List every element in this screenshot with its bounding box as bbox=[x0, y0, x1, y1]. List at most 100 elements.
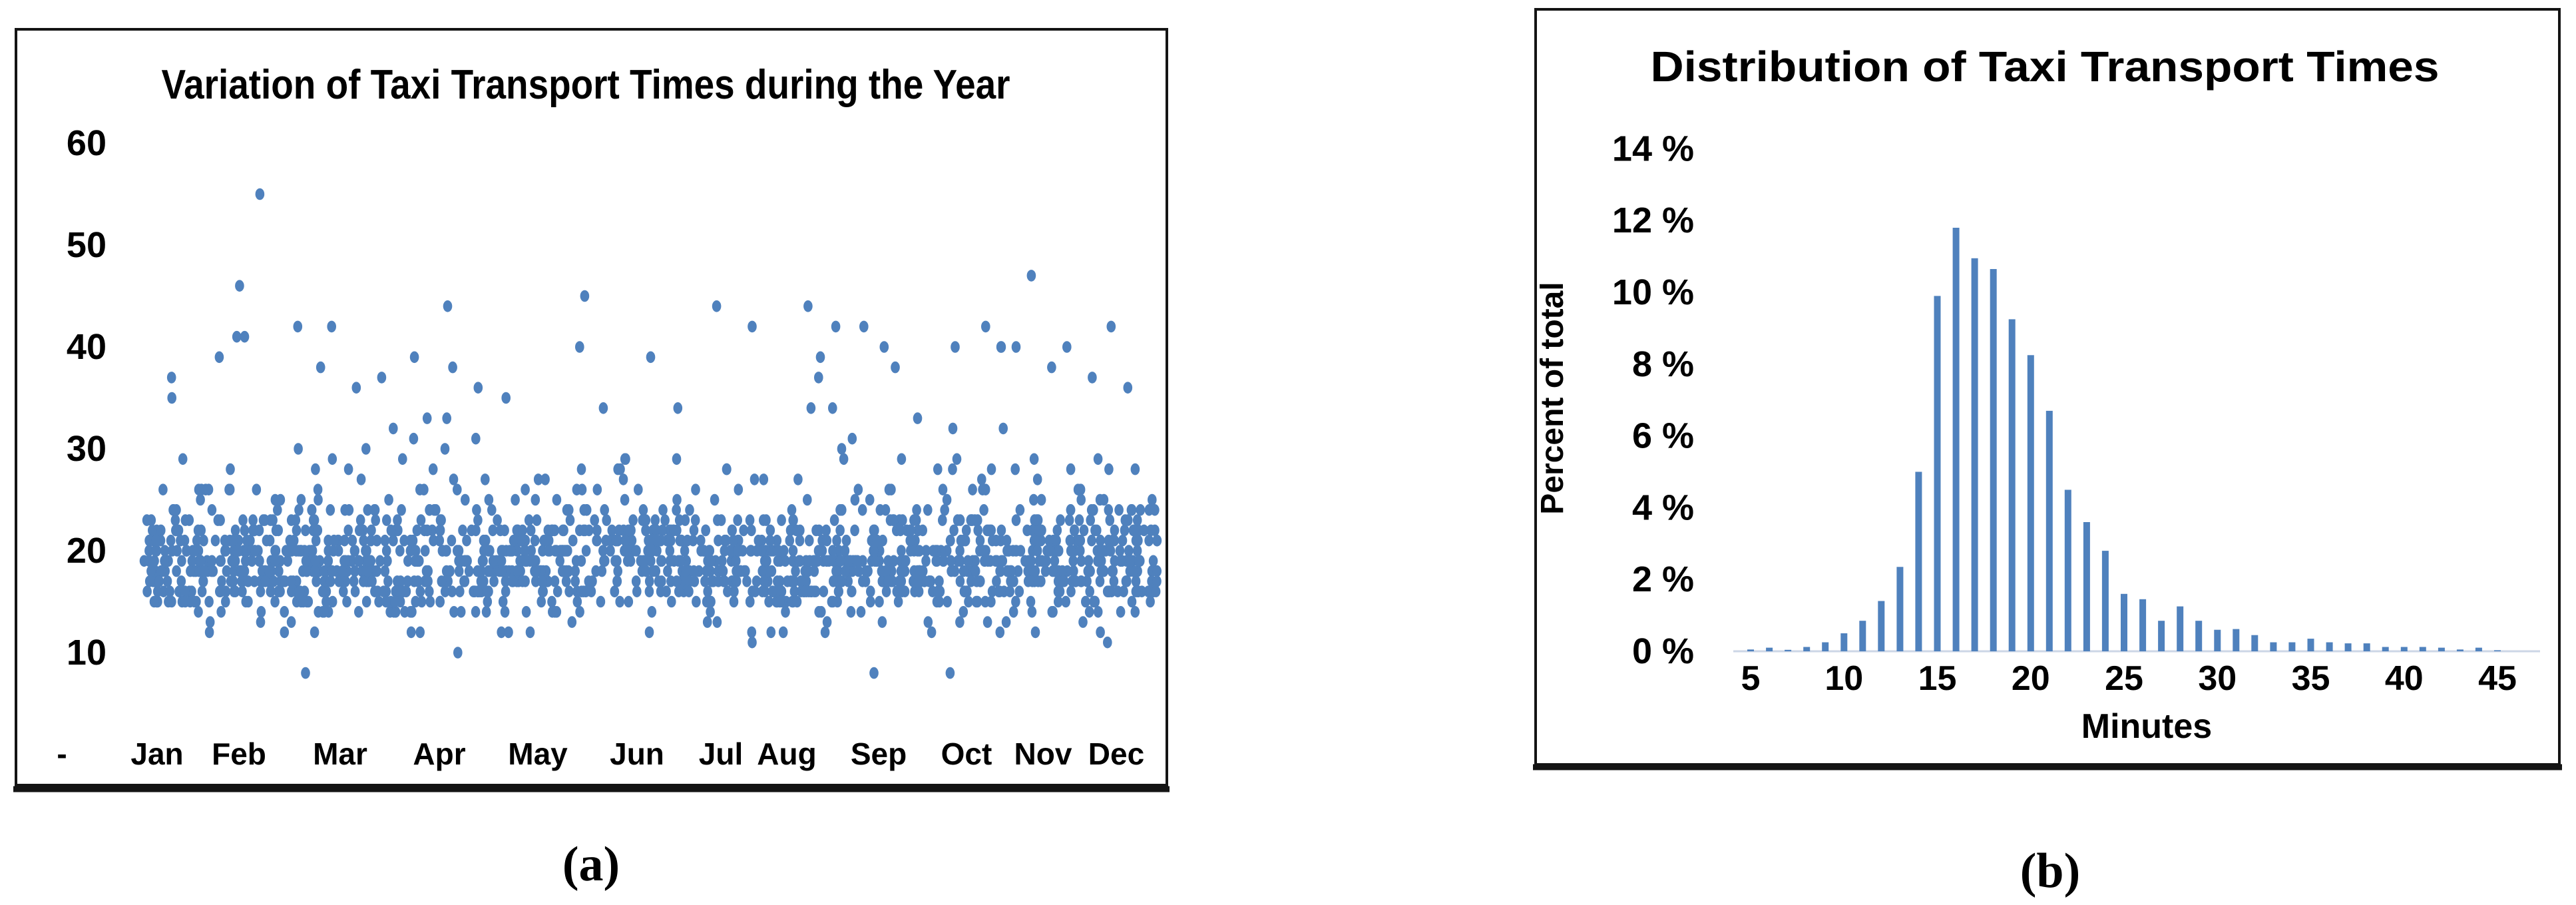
scatter-point bbox=[938, 483, 948, 495]
scatter-point bbox=[473, 514, 483, 526]
scatter-point bbox=[837, 443, 847, 455]
scatter-x-tick-label: Nov bbox=[1014, 737, 1072, 771]
scatter-point bbox=[1086, 565, 1095, 577]
scatter-point bbox=[887, 483, 896, 495]
scatter-point bbox=[891, 361, 900, 374]
scatter-point bbox=[746, 545, 755, 557]
scatter-point bbox=[970, 514, 980, 526]
scatter-point bbox=[828, 595, 838, 608]
scatter-point bbox=[1076, 545, 1085, 557]
scatter-point bbox=[488, 555, 498, 567]
scatter-point bbox=[614, 524, 624, 537]
scatter-point bbox=[229, 585, 239, 597]
scatter-point bbox=[555, 555, 564, 567]
scatter-point bbox=[398, 453, 407, 465]
scatter-point bbox=[794, 555, 804, 567]
scatter-point bbox=[897, 453, 907, 465]
scatter-point bbox=[174, 524, 184, 537]
histogram-bar bbox=[2494, 650, 2501, 651]
scatter-point bbox=[1148, 493, 1157, 506]
scatter-point bbox=[982, 616, 992, 628]
scatter-point bbox=[180, 595, 190, 608]
scatter-point bbox=[869, 667, 879, 679]
scatter-point bbox=[1131, 585, 1141, 597]
scatter-point bbox=[225, 483, 235, 495]
scatter-point bbox=[666, 534, 676, 547]
scatter-point bbox=[1088, 372, 1097, 384]
scatter-point bbox=[214, 351, 224, 364]
scatter-point bbox=[1069, 565, 1078, 577]
scatter-point bbox=[676, 555, 686, 567]
scatter-point bbox=[650, 514, 660, 526]
scatter-point bbox=[1103, 636, 1112, 649]
histogram-bar bbox=[2400, 647, 2408, 651]
scatter-point bbox=[205, 616, 215, 628]
scatter-point bbox=[325, 575, 335, 587]
scatter-point bbox=[732, 575, 742, 587]
histogram-bar bbox=[2158, 621, 2165, 651]
scatter-point bbox=[624, 595, 634, 608]
scatter-title: Variation of Taxi Transport Times during… bbox=[162, 62, 1010, 108]
scatter-point bbox=[723, 585, 732, 597]
scatter-point bbox=[1093, 453, 1103, 465]
scatter-point bbox=[190, 545, 200, 557]
scatter-point bbox=[1124, 545, 1134, 557]
scatter-point bbox=[612, 575, 622, 587]
scatter-point bbox=[1045, 545, 1054, 557]
scatter-point bbox=[835, 575, 845, 587]
scatter-point bbox=[704, 545, 714, 557]
scatter-point bbox=[938, 514, 947, 526]
scatter-point bbox=[611, 534, 621, 547]
histogram-bar bbox=[2214, 629, 2221, 651]
scatter-point bbox=[1027, 606, 1037, 618]
scatter-point bbox=[1065, 534, 1075, 547]
scatter-point bbox=[1130, 606, 1140, 618]
scatter-point bbox=[1085, 585, 1094, 597]
scatter-x-tick-label: Jul bbox=[699, 737, 743, 771]
scatter-point bbox=[192, 595, 201, 608]
scatter-point bbox=[262, 534, 272, 547]
scatter-point bbox=[785, 534, 795, 547]
scatter-point bbox=[482, 585, 492, 597]
scatter-point bbox=[552, 585, 562, 597]
scatter-point bbox=[888, 514, 898, 526]
scatter-point bbox=[215, 585, 224, 597]
scatter-point bbox=[960, 585, 969, 597]
scatter-point bbox=[785, 524, 795, 537]
scatter-point bbox=[270, 595, 280, 608]
scatter-point bbox=[1084, 606, 1094, 618]
scatter-point bbox=[334, 575, 344, 587]
scatter-point bbox=[712, 616, 722, 628]
scatter-point bbox=[747, 524, 756, 537]
scatter-point bbox=[584, 575, 594, 587]
scatter-point bbox=[759, 575, 769, 587]
scatter-point bbox=[865, 595, 875, 608]
scatter-point bbox=[443, 300, 453, 312]
scatter-point bbox=[1066, 504, 1076, 516]
scatter-point bbox=[250, 575, 260, 587]
scatter-point bbox=[270, 545, 280, 557]
scatter-point bbox=[620, 534, 630, 547]
scatter-point bbox=[788, 514, 797, 526]
scatter-point bbox=[1126, 504, 1136, 516]
scatter-point bbox=[464, 565, 474, 577]
scatter-point bbox=[343, 463, 353, 475]
scatter-point bbox=[152, 585, 162, 597]
scatter-point bbox=[1066, 585, 1076, 597]
scatter-point bbox=[207, 504, 217, 516]
scatter-point bbox=[240, 330, 250, 343]
scatter-point bbox=[644, 585, 654, 597]
scatter-point bbox=[1032, 545, 1042, 557]
scatter-point bbox=[1120, 524, 1130, 537]
histogram-bar bbox=[1990, 269, 1997, 651]
scatter-point bbox=[1011, 341, 1021, 353]
scatter-point bbox=[307, 504, 317, 516]
scatter-point bbox=[349, 575, 359, 587]
scatter-point bbox=[750, 473, 759, 485]
scatter-point bbox=[805, 534, 814, 547]
scatter-point bbox=[256, 585, 266, 597]
scatter-point bbox=[544, 545, 553, 557]
scatter-point bbox=[1013, 565, 1023, 577]
scatter-point bbox=[369, 504, 379, 516]
scatter-point bbox=[142, 585, 152, 597]
